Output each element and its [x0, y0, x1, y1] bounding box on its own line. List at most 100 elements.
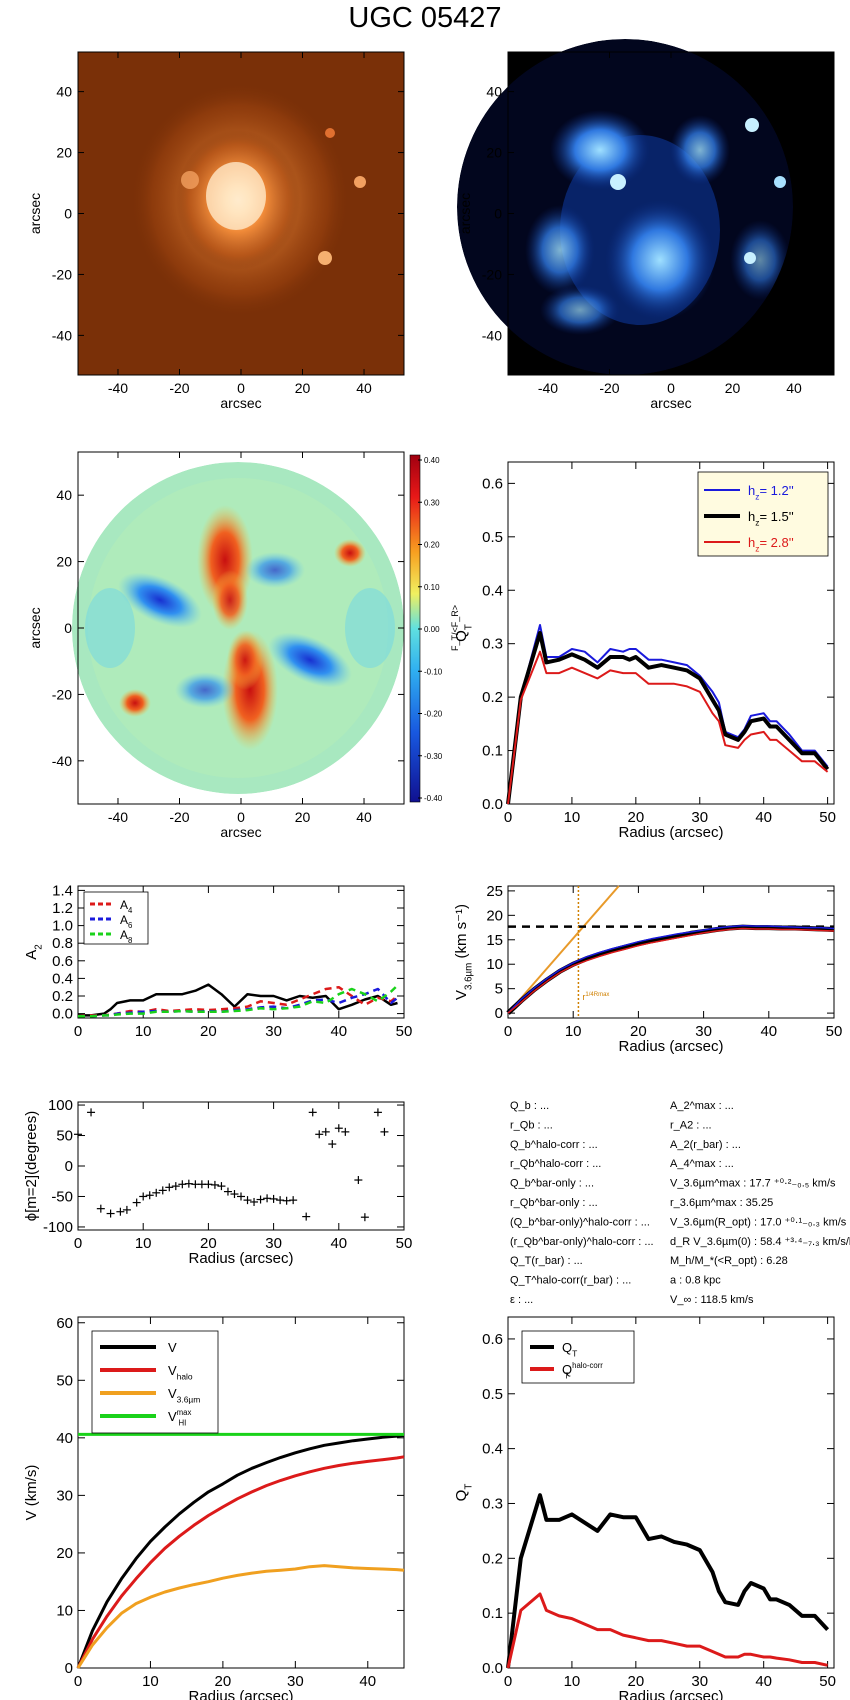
y-tick-label: 100: [48, 1097, 73, 1114]
residual-image-panel: [457, 39, 834, 375]
series-line-q-t-halo-corr: [506, 1592, 828, 1669]
x-tick-label: -20: [599, 380, 619, 396]
x-tick-label: 50: [396, 1023, 413, 1040]
y-tick-label: 0: [495, 1005, 503, 1022]
x-tick-label: 10: [564, 1673, 581, 1690]
plot-frame: [507, 885, 835, 1019]
x-tick-label: 40: [755, 809, 772, 826]
param-right-8: M_h/M_*(<R_opt) : 6.28: [670, 1255, 788, 1267]
x-tick-label: 50: [396, 1235, 413, 1252]
residual-structures: [457, 39, 793, 375]
y-tick-label: 15: [486, 932, 503, 949]
legend-box: [521, 1330, 635, 1384]
y-axis-label: V3.6µm (km s⁻¹): [453, 904, 474, 1000]
param-right-6: V_3.6µm(R_opt) : 17.0 ⁺⁰·¹₋₀.₃ km/s: [670, 1216, 847, 1228]
y-tick-label: 0: [64, 206, 72, 222]
x-tick-label: 0: [504, 1023, 512, 1040]
y-tick-label: 40: [486, 84, 502, 100]
y-tick-label: 0.6: [52, 953, 73, 970]
x-tick-label: 10: [565, 1023, 582, 1040]
x-tick-label: 20: [215, 1673, 232, 1690]
series-line-h-z-1-5-: [506, 631, 830, 805]
series-line-v-3-6um: [76, 1564, 405, 1669]
y-tick-label: 0: [64, 620, 72, 636]
y-tick-label: 0.4: [482, 1441, 503, 1458]
legend-label: hz= 1.5'': [748, 509, 794, 528]
x-tick-label: 30: [691, 809, 708, 826]
y-tick-label: 20: [486, 145, 502, 161]
y-axis-label: arcsec: [27, 607, 43, 648]
colorbar-tick-label: -0.30: [424, 752, 443, 761]
x-tick-label: 30: [287, 1673, 304, 1690]
param-right-10: V_∞ : 118.5 km/s: [670, 1294, 754, 1306]
param-left-8: Q_T(r_bar) : ...: [510, 1255, 583, 1267]
series-line-v-3-6um-lower: [507, 927, 835, 1014]
y-tick-label: -40: [52, 753, 72, 769]
x-tick-label: -40: [108, 809, 128, 825]
y-tick-label: 0: [494, 206, 502, 222]
y-tick-label: 0.0: [52, 1006, 73, 1023]
x-tick-label: 0: [237, 809, 245, 825]
y-tick-label: 20: [486, 907, 503, 924]
y-axis-label-text: QT: [453, 1484, 474, 1502]
x-tick-label: 0: [74, 1235, 82, 1252]
x-tick-label: 20: [200, 1235, 217, 1252]
y-axis-label-text: A2: [23, 944, 44, 959]
x-tick-label: 0: [74, 1023, 82, 1040]
y-axis-label: arcsec: [27, 193, 43, 234]
y-axis-label-text: V3.6µm (km s⁻¹): [453, 904, 474, 1000]
x-axis-label: arcsec: [220, 824, 261, 840]
x-axis-label: Radius (arcsec): [618, 824, 723, 841]
y-axis-label: A2: [23, 944, 44, 959]
legend-label: hz= 1.2'': [748, 483, 794, 502]
y-tick-label: 0.8: [52, 935, 73, 952]
param-right-7: d_R V_3.6µm(0) : 58.4 ⁺³·⁴₋₇.₃ km/s/kpc: [670, 1236, 850, 1248]
y-tick-label: 0.3: [482, 636, 503, 653]
y-tick-label: 20: [56, 145, 72, 161]
param-right-9: a : 0.8 kpc: [670, 1275, 721, 1287]
y-tick-label: 0: [65, 1660, 73, 1677]
series-line-h-z-1-2-: [507, 624, 829, 805]
x-tick-label: 30: [691, 1673, 708, 1690]
y-axis-label-text: ϕ[m=2](degrees): [23, 1111, 40, 1222]
y-tick-label: -50: [51, 1188, 73, 1205]
y-tick-label: 0.0: [482, 1660, 503, 1677]
rmax-marker-label: r1/4Rmax: [582, 992, 609, 1002]
chart-phase: 0 10 20 30 40 50 100 50 0 -50 -100 Radius (arcsec) ϕ…: [23, 1097, 412, 1267]
x-tick-label: 20: [725, 380, 741, 396]
y-tick-label: -100: [43, 1219, 73, 1236]
y-tick-label: 5: [495, 981, 503, 998]
y-tick-label: 0.5: [482, 529, 503, 546]
x-tick-label: -20: [169, 809, 189, 825]
y-tick-label: 0.6: [482, 1331, 503, 1348]
param-left-1: r_Qb : ...: [510, 1119, 553, 1131]
series-line-v-halo: [76, 1455, 405, 1669]
y-axis-label: V (km/s): [23, 1465, 40, 1521]
x-tick-label: 40: [755, 1673, 772, 1690]
param-left-4: Q_b^bar-only : ...: [510, 1178, 594, 1190]
colorbar-tick-label: -0.10: [424, 667, 443, 676]
x-tick-label: 10: [564, 809, 581, 826]
x-tick-label: 20: [295, 809, 311, 825]
x-tick-label: 30: [695, 1023, 712, 1040]
plot-frame: [77, 1101, 405, 1231]
x-tick-label: 30: [265, 1235, 282, 1252]
param-left-6: (Q_b^bar-only)^halo-corr : ...: [510, 1216, 650, 1228]
y-tick-label: 40: [56, 84, 72, 100]
x-tick-label: -40: [108, 380, 128, 396]
y-tick-label: 40: [56, 487, 72, 503]
x-axis-label: Radius (arcsec): [188, 1250, 293, 1267]
x-axis-label: arcsec: [220, 395, 261, 411]
series-line-a-8: [78, 984, 399, 1018]
x-tick-label: 40: [786, 380, 802, 396]
inner-slope-line: [507, 885, 620, 1014]
x-axis-label: arcsec: [650, 395, 691, 411]
series-line-a-4: [77, 985, 399, 1018]
x-tick-label: 20: [627, 1673, 644, 1690]
x-tick-label: 50: [826, 1023, 843, 1040]
legend-label: V: [168, 1340, 177, 1355]
param-left-10: ε : ...: [510, 1294, 533, 1306]
y-tick-label: 0.1: [482, 1605, 503, 1622]
x-tick-label: 30: [265, 1023, 282, 1040]
